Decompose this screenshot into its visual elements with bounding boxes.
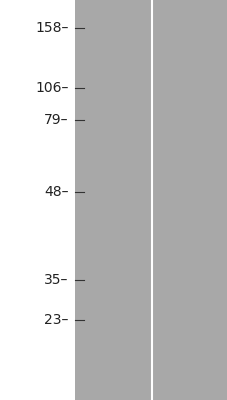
Bar: [75, 0, 227, 400]
Text: 48–: 48–: [44, 185, 68, 199]
Text: 79–: 79–: [44, 113, 68, 127]
Text: 158–: 158–: [35, 21, 68, 35]
Text: 23–: 23–: [44, 313, 68, 327]
Text: 35–: 35–: [44, 273, 68, 287]
Text: 106–: 106–: [35, 81, 68, 95]
